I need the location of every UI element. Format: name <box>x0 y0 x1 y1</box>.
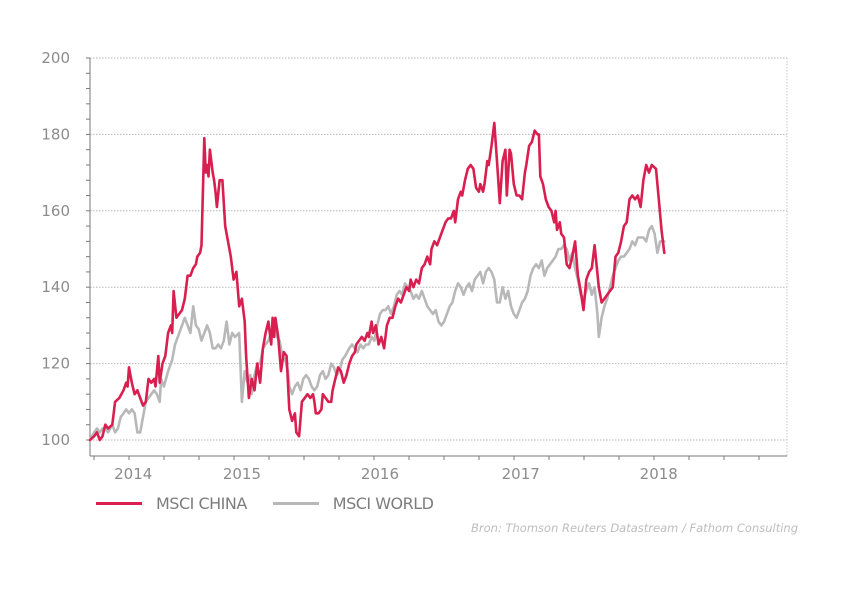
x-tick-label-2017: 2017 <box>502 465 540 483</box>
legend-item-msci-world[interactable]: MSCI WORLD <box>272 494 434 513</box>
x-tick-label-2018: 2018 <box>640 465 678 483</box>
series-line-msci-world <box>88 224 666 442</box>
y-tick-label: 140 <box>41 278 70 296</box>
y-tick-label: 200 <box>41 49 70 67</box>
y-axis-labels: 100 120 140 160 180 200 <box>41 49 70 449</box>
axes <box>86 57 787 460</box>
y-tick-label: 160 <box>41 202 70 220</box>
series-lines <box>88 121 666 442</box>
legend-label-msci-world: MSCI WORLD <box>332 494 434 513</box>
legend-swatch-msci-china <box>96 502 142 505</box>
x-tick-label-2015: 2015 <box>223 465 261 483</box>
gridlines <box>90 57 788 456</box>
legend-label-msci-china: MSCI CHINA <box>156 494 247 513</box>
source-note: Bron: Thomson Reuters Datastream / Fatho… <box>471 521 798 535</box>
series-line-msci-china <box>88 121 666 442</box>
legend: MSCI CHINA MSCI WORLD <box>96 494 459 513</box>
x-tick-label-2014: 2014 <box>114 465 152 483</box>
x-tick-label-2016: 2016 <box>361 465 399 483</box>
y-tick-label: 120 <box>41 355 70 373</box>
y-tick-label: 100 <box>41 431 70 449</box>
legend-swatch-msci-world <box>272 502 319 505</box>
legend-item-msci-china[interactable]: MSCI CHINA <box>96 494 247 513</box>
x-axis-labels: 2014 2015 2016 2017 2018 <box>114 465 678 483</box>
y-tick-label: 180 <box>41 125 70 143</box>
